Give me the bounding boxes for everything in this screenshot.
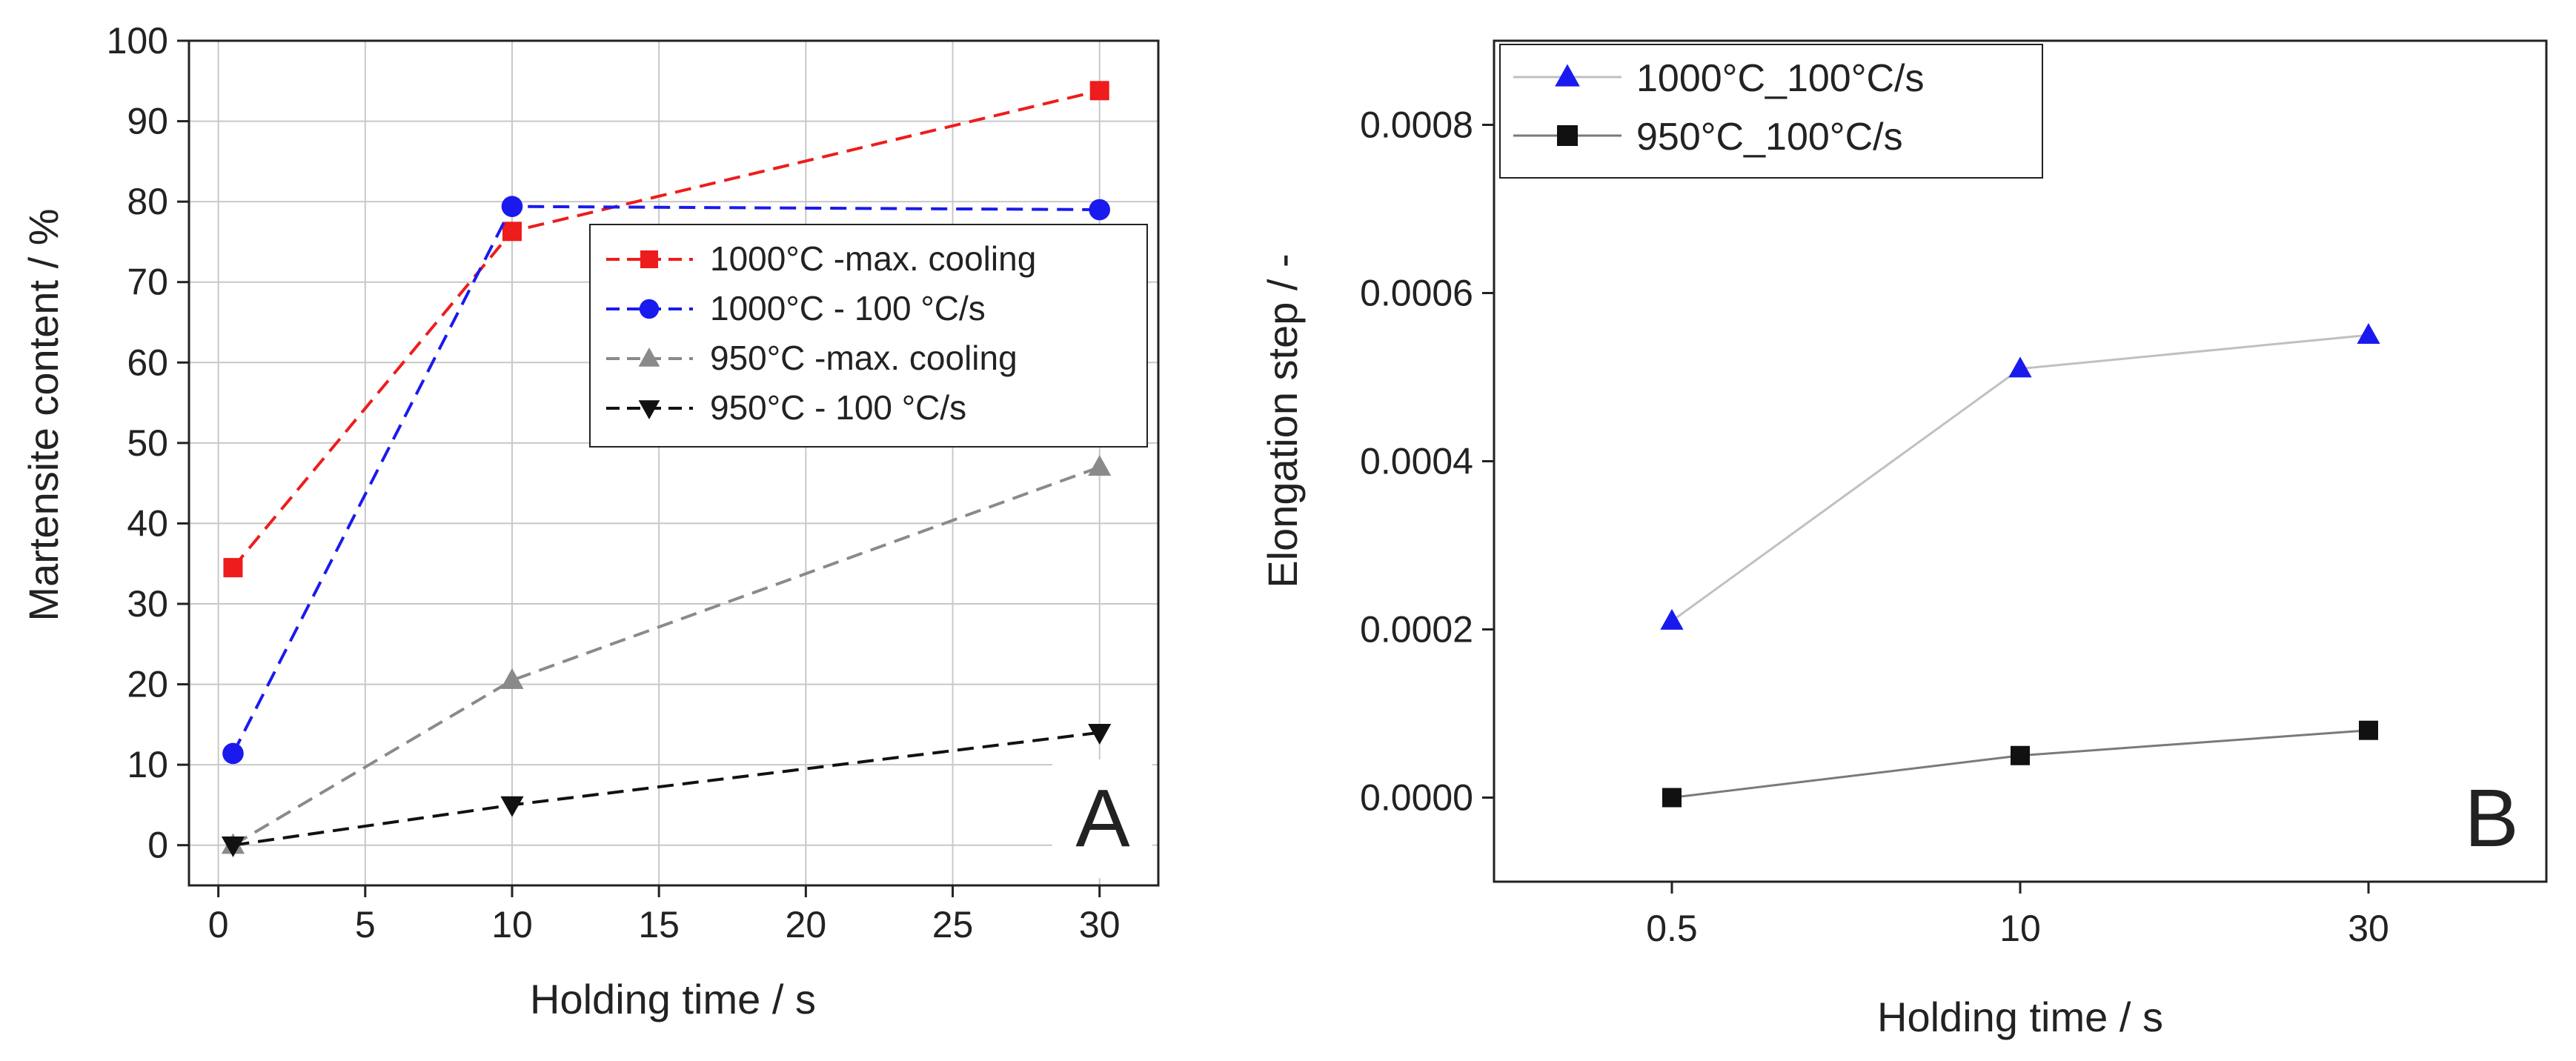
- panel-b-y-tick-label: 0.0000: [1360, 777, 1473, 819]
- legend-a-marker-4: [638, 400, 660, 419]
- panel-a-point-s1-1: [223, 558, 243, 578]
- panel-a-y-tick-label: 40: [127, 502, 168, 544]
- panel-a-ticks: 0 5 10 15 20 25 30 0 10 20 30 40 50 60 70 80 90 100: [107, 20, 1121, 945]
- panel-b-y-tick-label: 0.0006: [1360, 273, 1473, 314]
- panel-b-point-s2-1: [1662, 788, 1682, 808]
- panel-a-y-tick-label: 0: [147, 825, 168, 866]
- panel-b-series: [1660, 323, 2380, 808]
- panel-b-y-tick-label: 0.0008: [1360, 104, 1473, 146]
- panel-b-y-tick-label: 0.0004: [1360, 441, 1473, 482]
- panel-b-x-tick-label: 30: [2348, 908, 2389, 949]
- panel-b-point-s2-3: [2359, 720, 2378, 740]
- panel-b-legend-box: [1499, 44, 2043, 179]
- legend-a-label-3: 950°C -max. cooling: [710, 339, 1018, 377]
- panel-a-y-tick-label: 50: [127, 422, 168, 464]
- panel-a-y-tick-label: 80: [127, 181, 168, 222]
- legend-a-marker-3: [638, 347, 660, 367]
- panel-b-ticks: 0.5 10 30 0.0000 0.0002 0.0004 0.0006 0.0008: [1360, 104, 2389, 950]
- panel-a-y-tick-label: 100: [107, 20, 168, 61]
- panel-b-legend: 1000°C_100°C/s 950°C_100°C/s: [1499, 44, 2043, 179]
- panel-a-frame: [187, 39, 1160, 887]
- panel-b-y-tick-label: 0.0002: [1360, 609, 1473, 651]
- panel-a-point-s2-2: [501, 196, 523, 217]
- panel-a-x-tick-label: 15: [638, 904, 680, 945]
- panel-a-point-s2-3: [1089, 199, 1111, 221]
- panel-a-series-line-3: [232, 465, 1101, 847]
- panel-a-point-s4-3: [1088, 724, 1112, 745]
- panel-a-point-s4-2: [500, 796, 524, 817]
- panel-a-series: [221, 81, 1112, 857]
- panel-a-point-s1-2: [502, 222, 522, 242]
- legend-a-label-2: 1000°C - 100 °C/s: [710, 289, 986, 327]
- panel-a-point-s4-1: [221, 837, 245, 857]
- legend-a-label-4: 950°C - 100 °C/s: [710, 388, 966, 427]
- panel-a-point-s2-1: [222, 742, 244, 765]
- panel-a-legend: 1000°C -max. cooling 1000°C - 100 °C/s 9…: [589, 224, 1148, 448]
- panel-b-point-s1-2: [2008, 356, 2032, 378]
- legend-b-label-1: 1000°C_100°C/s: [1636, 57, 1925, 100]
- panel-b-x-axis-title: Holding time / s: [1877, 994, 2163, 1040]
- panel-b-y-axis-title: Elongation step / -: [1259, 253, 1306, 588]
- panel-a-x-tick-label: 30: [1079, 904, 1121, 945]
- panel-a-point-s3-2: [500, 668, 524, 689]
- panel-a-letter: A: [1075, 773, 1130, 864]
- panel-a-y-tick-label: 70: [127, 262, 168, 303]
- panel-a-point-s3-3: [1088, 455, 1112, 476]
- legend-a-label-1: 1000°C -max. cooling: [710, 239, 1036, 278]
- panel-a-y-tick-label: 10: [127, 744, 168, 785]
- legend-a-marker-2: [639, 299, 660, 319]
- panel-a-x-tick-label: 10: [491, 904, 533, 945]
- panel-a-x-tick-label: 25: [932, 904, 974, 945]
- panel-b-point-s1-3: [2357, 323, 2380, 344]
- panel-a-legend-box: [589, 224, 1148, 448]
- panel-b-point-s2-2: [2011, 745, 2030, 765]
- panel-b-letter: B: [2464, 773, 2518, 864]
- panel-a-y-tick-label: 30: [127, 583, 168, 625]
- panel-a-y-tick-label: 90: [127, 101, 168, 142]
- panel-b: 0.5 10 30 0.0000 0.0002 0.0004 0.0006 0.0008 Ho…: [1259, 39, 2548, 1040]
- panel-a-x-tick-label: 5: [355, 904, 376, 945]
- panel-a-y-tick-label: 20: [127, 664, 168, 705]
- legend-b-label-2: 950°C_100°C/s: [1636, 116, 1903, 159]
- panel-a: 0 5 10 15 20 25 30 0 10 20 30 40 50 60 70 80 90 100 Holdi…: [20, 20, 1160, 1022]
- panel-b-x-tick-label: 0.5: [1646, 908, 1698, 949]
- panel-a-x-tick-label: 0: [208, 904, 229, 945]
- legend-b-marker-2: [1557, 125, 1578, 146]
- legend-a-marker-1: [640, 250, 658, 268]
- panel-a-y-tick-label: 60: [127, 342, 168, 383]
- panel-b-letter-bg: [2438, 759, 2542, 878]
- legend-b-marker-1: [1555, 64, 1580, 87]
- panel-b-point-s1-1: [1660, 608, 1684, 630]
- panel-a-x-axis-title: Holding time / s: [530, 976, 816, 1022]
- panel-a-x-tick-label: 20: [786, 904, 827, 945]
- panel-a-point-s1-3: [1089, 81, 1109, 101]
- panel-a-letter-bg: [1052, 759, 1152, 878]
- panel-a-y-axis-title: Martensite content / %: [20, 208, 67, 621]
- panel-b-x-tick-label: 10: [1999, 908, 2041, 949]
